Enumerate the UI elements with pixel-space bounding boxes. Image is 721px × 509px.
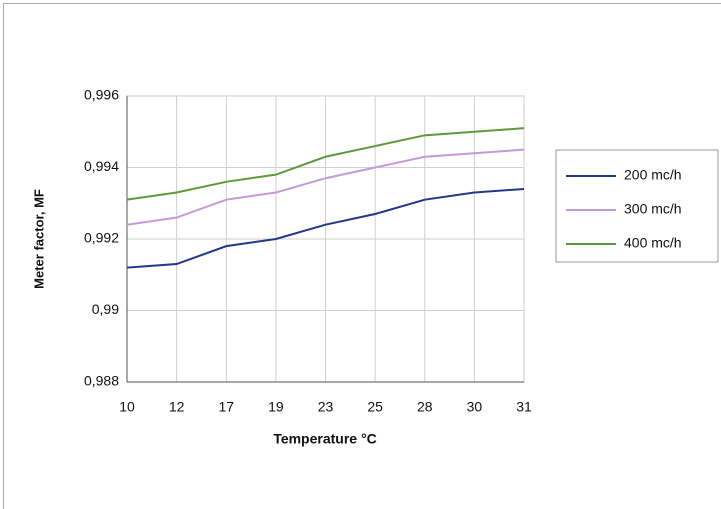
x-tick-label: 25: [367, 399, 383, 415]
y-axis-title: Meter factor, MF: [31, 189, 46, 289]
y-tick-label: 0,988: [84, 373, 119, 389]
legend-label: 400 mc/h: [624, 235, 682, 251]
y-tick-label: 0,994: [84, 158, 119, 174]
x-tick-label: 23: [318, 399, 334, 415]
x-tick-label: 17: [218, 399, 234, 415]
x-tick-label: 19: [268, 399, 284, 415]
x-tick-label: 28: [417, 399, 433, 415]
x-tick-label: 31: [516, 399, 532, 415]
x-axis-title: Temperature °C: [273, 431, 376, 447]
frame: [3, 3, 721, 509]
series-line: [126, 187, 525, 269]
legend-label: 200 mc/h: [624, 167, 682, 183]
legend-label: 300 mc/h: [624, 201, 682, 217]
series-line: [126, 148, 525, 226]
x-tick-label: 12: [169, 399, 185, 415]
x-tick-label: 10: [119, 399, 135, 415]
y-tick-label: 0,996: [84, 87, 119, 103]
x-tick-label: 30: [467, 399, 483, 415]
y-tick-label: 0,992: [84, 230, 119, 246]
series-line: [126, 127, 525, 201]
y-tick-label: 0,99: [92, 301, 119, 317]
